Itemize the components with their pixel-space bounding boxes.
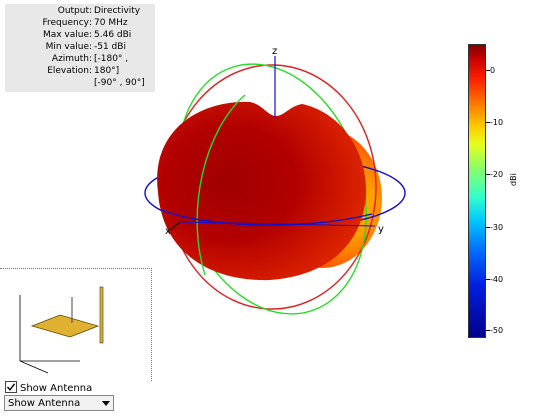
checkbox-checked-icon[interactable]	[5, 381, 17, 393]
info-value-range: [-90° , 90°]	[94, 78, 145, 88]
colorbar	[468, 44, 486, 338]
colorbar-tick	[486, 122, 490, 123]
info-row-range: [-90° , 90°]	[5, 78, 155, 89]
z-axis-label: z	[272, 46, 277, 57]
colorbar-tick-label: -20	[490, 170, 504, 179]
info-value-azimuth: [-180° ,	[94, 54, 129, 64]
info-row-elevation: Elevation : 180°]	[47, 66, 120, 76]
monopole-element-icon	[99, 286, 104, 344]
x-axis-label: x	[165, 226, 171, 237]
show-antenna-checkbox[interactable]: Show Antenna	[5, 381, 92, 394]
azimuth-circle-blue-front	[161, 209, 373, 226]
info-row-max: Max value : 5.46 dBi	[42, 30, 132, 40]
info-value-frequency: 70 MHz	[94, 18, 128, 28]
info-value-min: -51 dBi	[94, 42, 126, 52]
colorbar-tick	[486, 279, 490, 280]
show-antenna-select-value: Show Antenna	[8, 398, 81, 409]
info-label-max: Max value	[42, 30, 89, 40]
colorbar-tick	[486, 70, 490, 71]
colorbar-tick-label: -10	[490, 118, 504, 127]
info-row-output: Output : Directivity	[57, 6, 141, 16]
chevron-down-icon	[102, 401, 110, 406]
colorbar-tick-label: -40	[490, 275, 504, 284]
info-label-output: Output	[57, 6, 89, 16]
elevation-circle-green-front	[196, 94, 246, 276]
info-row-frequency: Frequency : 70 MHz	[42, 18, 128, 28]
colorbar-tick	[486, 330, 490, 331]
show-antenna-label: Show Antenna	[20, 383, 93, 394]
y-axis-line	[179, 221, 376, 227]
info-label-azimuth: Azimuth	[51, 54, 89, 64]
antenna-preview	[19, 286, 104, 374]
antenna-preview-panel[interactable]	[0, 268, 152, 381]
pattern-lobe-main	[157, 101, 367, 281]
colorbar-tick	[486, 227, 490, 228]
info-row-min: Min value : -51 dBi	[45, 42, 126, 52]
pattern-info-panel: Output : Directivity Frequency : 70 MHz …	[5, 4, 155, 92]
colorbar-tick-label: 0	[490, 66, 496, 75]
info-label-min: Min value	[45, 42, 89, 52]
ground-plane-icon	[30, 314, 100, 338]
colorbar-tick-label: -50	[490, 326, 504, 335]
colorbar-tick-label: -30	[490, 223, 504, 232]
info-row-azimuth: Azimuth : [-180° ,	[51, 54, 129, 64]
info-value-output: Directivity	[94, 6, 141, 16]
show-antenna-select[interactable]: Show Antenna	[4, 395, 114, 411]
info-value-elevation: 180°]	[94, 66, 120, 76]
info-label-frequency: Frequency	[42, 18, 90, 28]
info-value-max: 5.46 dBi	[94, 30, 132, 40]
y-axis-label: y	[378, 224, 384, 235]
info-label-elevation: Elevation	[47, 66, 89, 76]
colorbar-unit-label: dBi	[509, 173, 518, 186]
x-axis-line	[169, 221, 181, 231]
colorbar-tick	[486, 174, 490, 175]
